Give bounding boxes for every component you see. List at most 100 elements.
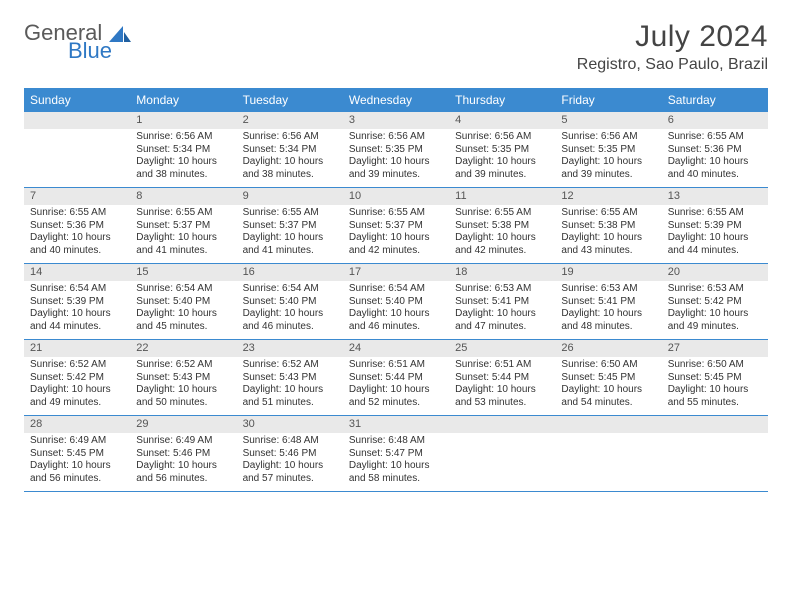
daylight-text: Daylight: 10 hours and 46 minutes. <box>349 308 443 333</box>
sunset-text: Sunset: 5:36 PM <box>668 144 762 157</box>
day-number: 31 <box>343 416 449 433</box>
weekday-header: Saturday <box>662 88 768 112</box>
sunset-text: Sunset: 5:34 PM <box>136 144 230 157</box>
location-subtitle: Registro, Sao Paulo, Brazil <box>577 56 768 74</box>
weekday-header: Tuesday <box>237 88 343 112</box>
sunrise-text: Sunrise: 6:55 AM <box>136 207 230 220</box>
day-body: Sunrise: 6:51 AMSunset: 5:44 PMDaylight:… <box>343 357 449 415</box>
sunset-text: Sunset: 5:45 PM <box>561 372 655 385</box>
sunset-text: Sunset: 5:40 PM <box>136 296 230 309</box>
sunset-text: Sunset: 5:40 PM <box>349 296 443 309</box>
logo: General Blue <box>24 20 131 47</box>
day-number: 13 <box>662 188 768 205</box>
daylight-text: Daylight: 10 hours and 39 minutes. <box>561 156 655 181</box>
day-number: 24 <box>343 340 449 357</box>
sunrise-text: Sunrise: 6:55 AM <box>30 207 124 220</box>
sunset-text: Sunset: 5:35 PM <box>561 144 655 157</box>
weekday-header: Wednesday <box>343 88 449 112</box>
sunset-text: Sunset: 5:46 PM <box>136 448 230 461</box>
day-body: Sunrise: 6:54 AMSunset: 5:40 PMDaylight:… <box>237 281 343 339</box>
day-body: Sunrise: 6:56 AMSunset: 5:34 PMDaylight:… <box>237 129 343 187</box>
day-cell: 31Sunrise: 6:48 AMSunset: 5:47 PMDayligh… <box>343 416 449 491</box>
week-row: 21Sunrise: 6:52 AMSunset: 5:42 PMDayligh… <box>24 340 768 416</box>
day-cell: 19 Sunrise: 6:53 AMSunset: 5:41 PMDayligh… <box>555 264 661 339</box>
sunset-text: Sunset: 5:44 PM <box>455 372 549 385</box>
day-body: Sunrise: 6:56 AMSunset: 5:35 PMDaylight:… <box>555 129 661 187</box>
day-number: 8 <box>130 188 236 205</box>
day-body: Sunrise: 6:54 AMSunset: 5:40 PMDaylight:… <box>343 281 449 339</box>
day-body: Sunrise: 6:56 AMSunset: 5:35 PMDaylight:… <box>343 129 449 187</box>
day-cell <box>555 416 661 491</box>
daylight-text: Daylight: 10 hours and 40 minutes. <box>668 156 762 181</box>
day-body: Sunrise: 6:55 AMSunset: 5:37 PMDaylight:… <box>237 205 343 263</box>
day-cell: 16Sunrise: 6:54 AMSunset: 5:40 PMDayligh… <box>237 264 343 339</box>
weekday-header: Friday <box>555 88 661 112</box>
day-cell: 25Sunrise: 6:51 AMSunset: 5:44 PMDayligh… <box>449 340 555 415</box>
sunrise-text: Sunrise: 6:56 AM <box>455 131 549 144</box>
sunset-text: Sunset: 5:39 PM <box>668 220 762 233</box>
sunset-text: Sunset: 5:37 PM <box>349 220 443 233</box>
header: General Blue July 2024 Registro, Sao Pau… <box>24 20 768 74</box>
day-number: 1 <box>130 112 236 129</box>
day-cell: 30Sunrise: 6:48 AMSunset: 5:46 PMDayligh… <box>237 416 343 491</box>
week-row: 1Sunrise: 6:56 AMSunset: 5:34 PMDaylight… <box>24 112 768 188</box>
day-number: 7 <box>24 188 130 205</box>
calendar: Sunday Monday Tuesday Wednesday Thursday… <box>24 88 768 492</box>
day-number: 14 <box>24 264 130 281</box>
day-cell: 23Sunrise: 6:52 AMSunset: 5:43 PMDayligh… <box>237 340 343 415</box>
day-body <box>24 129 130 137</box>
day-number <box>449 416 555 433</box>
weekday-header: Thursday <box>449 88 555 112</box>
sunset-text: Sunset: 5:45 PM <box>668 372 762 385</box>
sunset-text: Sunset: 5:36 PM <box>30 220 124 233</box>
sunrise-text: Sunrise: 6:56 AM <box>136 131 230 144</box>
day-cell: 26Sunrise: 6:50 AMSunset: 5:45 PMDayligh… <box>555 340 661 415</box>
sunset-text: Sunset: 5:37 PM <box>243 220 337 233</box>
sunset-text: Sunset: 5:40 PM <box>243 296 337 309</box>
daylight-text: Daylight: 10 hours and 49 minutes. <box>30 384 124 409</box>
daylight-text: Daylight: 10 hours and 50 minutes. <box>136 384 230 409</box>
day-cell: 4Sunrise: 6:56 AMSunset: 5:35 PMDaylight… <box>449 112 555 187</box>
daylight-text: Daylight: 10 hours and 43 minutes. <box>561 232 655 257</box>
daylight-text: Daylight: 10 hours and 48 minutes. <box>561 308 655 333</box>
weeks-container: 1Sunrise: 6:56 AMSunset: 5:34 PMDaylight… <box>24 112 768 492</box>
day-number: 4 <box>449 112 555 129</box>
weekday-header: Sunday <box>24 88 130 112</box>
day-number: 2 <box>237 112 343 129</box>
day-cell: 14Sunrise: 6:54 AMSunset: 5:39 PMDayligh… <box>24 264 130 339</box>
sunrise-text: Sunrise: 6:56 AM <box>561 131 655 144</box>
day-number: 3 <box>343 112 449 129</box>
day-body: Sunrise: 6:53 AMSunset: 5:41 PMDaylight:… <box>449 281 555 339</box>
day-cell: 20Sunrise: 6:53 AMSunset: 5:42 PMDayligh… <box>662 264 768 339</box>
sunrise-text: Sunrise: 6:53 AM <box>455 283 549 296</box>
day-cell: 9Sunrise: 6:55 AMSunset: 5:37 PMDaylight… <box>237 188 343 263</box>
daylight-text: Daylight: 10 hours and 58 minutes. <box>349 460 443 485</box>
day-cell: 27Sunrise: 6:50 AMSunset: 5:45 PMDayligh… <box>662 340 768 415</box>
sunrise-text: Sunrise: 6:54 AM <box>243 283 337 296</box>
sunrise-text: Sunrise: 6:50 AM <box>668 359 762 372</box>
sunset-text: Sunset: 5:44 PM <box>349 372 443 385</box>
sunrise-text: Sunrise: 6:53 AM <box>561 283 655 296</box>
daylight-text: Daylight: 10 hours and 54 minutes. <box>561 384 655 409</box>
sunset-text: Sunset: 5:41 PM <box>561 296 655 309</box>
sunrise-text: Sunrise: 6:56 AM <box>349 131 443 144</box>
sunset-text: Sunset: 5:38 PM <box>455 220 549 233</box>
day-cell: 1Sunrise: 6:56 AMSunset: 5:34 PMDaylight… <box>130 112 236 187</box>
day-number: 28 <box>24 416 130 433</box>
day-number: 19 <box>555 264 661 281</box>
day-body: Sunrise: 6:55 AMSunset: 5:37 PMDaylight:… <box>343 205 449 263</box>
day-body: Sunrise: 6:54 AMSunset: 5:39 PMDaylight:… <box>24 281 130 339</box>
day-cell: 17Sunrise: 6:54 AMSunset: 5:40 PMDayligh… <box>343 264 449 339</box>
sunset-text: Sunset: 5:43 PM <box>243 372 337 385</box>
day-number: 25 <box>449 340 555 357</box>
day-body: Sunrise: 6:55 AMSunset: 5:39 PMDaylight:… <box>662 205 768 263</box>
sunrise-text: Sunrise: 6:55 AM <box>668 131 762 144</box>
sunrise-text: Sunrise: 6:54 AM <box>30 283 124 296</box>
day-cell: 2Sunrise: 6:56 AMSunset: 5:34 PMDaylight… <box>237 112 343 187</box>
sunset-text: Sunset: 5:42 PM <box>30 372 124 385</box>
day-body: Sunrise: 6:56 AMSunset: 5:34 PMDaylight:… <box>130 129 236 187</box>
day-number: 5 <box>555 112 661 129</box>
daylight-text: Daylight: 10 hours and 44 minutes. <box>30 308 124 333</box>
day-number: 15 <box>130 264 236 281</box>
sunrise-text: Sunrise: 6:55 AM <box>243 207 337 220</box>
